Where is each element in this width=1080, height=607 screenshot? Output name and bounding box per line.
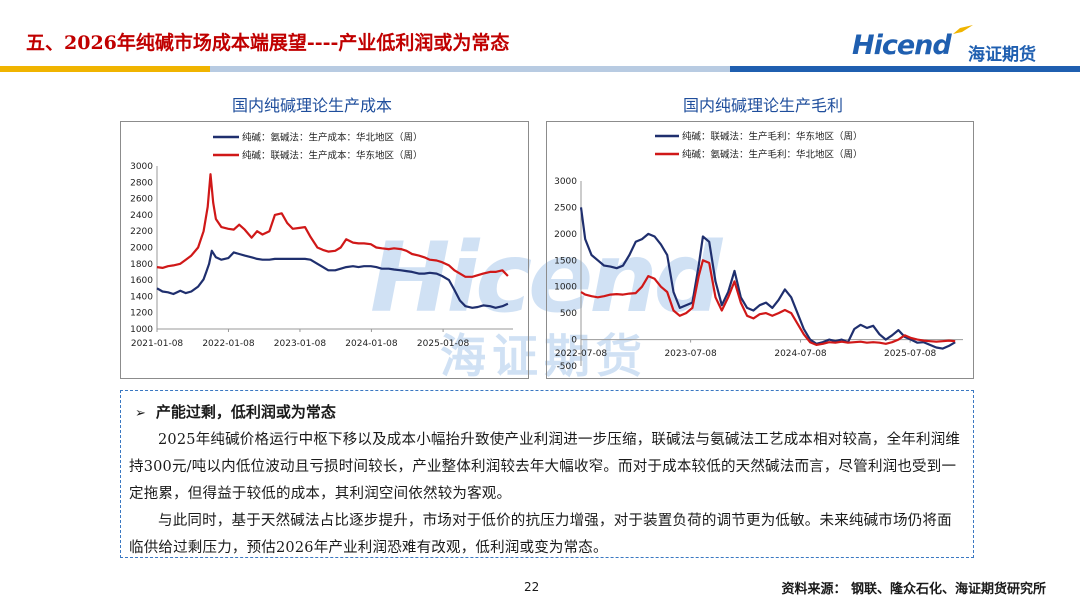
series-line-2 <box>580 259 956 346</box>
legend-label-2: 纯碱：氨碱法：生产毛利：华北地区（周） <box>682 149 863 161</box>
y-tick-label: 2600 <box>130 195 153 205</box>
legend-label-1: 纯碱：氨碱法：生产成本：华北地区（周） <box>242 132 423 144</box>
y-tick-label: 3000 <box>130 162 153 172</box>
y-tick-label: 2200 <box>130 227 153 237</box>
y-tick-label: 0 <box>571 336 577 346</box>
header-bar-yellow <box>0 66 210 72</box>
y-tick-label: 1600 <box>130 276 153 286</box>
x-tick-label: 2021-01-08 <box>131 339 184 349</box>
y-tick-label: 500 <box>560 309 577 319</box>
x-tick-label: 2025-07-08 <box>884 349 937 359</box>
chart-title-cost: 国内纯碱理论生产成本 <box>232 96 393 115</box>
logo-chinese-name: 海证期货 <box>968 45 1036 65</box>
x-tick-label: 2022-07-08 <box>555 349 608 359</box>
company-logo: Hicend 海证期货 <box>852 25 1052 68</box>
y-tick-label: 1000 <box>554 283 577 293</box>
header-bar-light <box>210 66 730 72</box>
x-tick-label: 2025-01-08 <box>417 339 470 349</box>
margin-line-chart: -500 0 500 1000 1500 2000 2500 3000 2022-07-08 20… <box>554 131 963 372</box>
y-tick-label: -500 <box>557 362 578 372</box>
page-title: 五、2026年纯碱市场成本端展望----产业低利润或为常态 <box>26 32 510 54</box>
bullet-arrow-icon: ➢ <box>135 406 146 421</box>
legend-label-1: 纯碱：联碱法：生产毛利：华东地区（周） <box>682 131 863 143</box>
source-note: 资料来源： 钢联、隆众石化、海证期货研究所 <box>781 582 1046 597</box>
chart-title-margin: 国内纯碱理论生产毛利 <box>683 96 844 115</box>
series-line-2 <box>156 173 509 278</box>
legend-label-2: 纯碱：联碱法：生产成本：华东地区（周） <box>242 150 423 162</box>
y-tick-label: 2000 <box>554 230 577 240</box>
x-tick-label: 2023-07-08 <box>664 349 717 359</box>
x-tick-label: 2024-01-08 <box>345 339 398 349</box>
y-tick-label: 1500 <box>554 256 577 266</box>
series-line-1 <box>579 207 956 350</box>
y-tick-label: 2800 <box>130 178 153 188</box>
y-tick-label: 1000 <box>130 325 153 335</box>
chart-frame-cost: 1000 1200 1400 1600 1800 2000 2200 2400 2600 2800… <box>120 121 529 379</box>
header-bar-blue <box>730 66 1080 72</box>
y-tick-label: 1800 <box>130 260 153 270</box>
y-tick-label: 2500 <box>554 203 577 213</box>
series-line-1 <box>156 249 509 309</box>
y-tick-label: 2400 <box>130 211 153 221</box>
logo-wordmark: Hicend <box>852 30 952 61</box>
commentary-heading-text: 产能过剩，低利润或为常态 <box>155 403 336 421</box>
y-tick-label: 2000 <box>130 244 153 254</box>
y-tick-label: 1200 <box>130 309 153 319</box>
commentary-paragraph-1: 2025年纯碱价格运行中枢下移以及成本小幅抬升致使产业利润进一步压缩，联碱法与氨… <box>129 432 961 502</box>
y-tick-label: 3000 <box>554 177 577 187</box>
x-tick-label: 2023-01-08 <box>274 339 327 349</box>
x-tick-label: 2022-01-08 <box>202 339 255 349</box>
y-tick-label: 1400 <box>130 292 153 302</box>
page-number: 22 <box>524 580 540 594</box>
x-tick-label: 2024-07-08 <box>774 349 827 359</box>
commentary-box: ➢ 产能过剩，低利润或为常态 2025年纯碱价格运行中枢下移以及成本小幅抬升致使产… <box>120 390 974 558</box>
commentary-heading: ➢ 产能过剩，低利润或为常态 <box>135 401 336 422</box>
commentary-paragraph-2: 与此同时，基于天然碱法占比逐步提升，市场对于低价的抗压力增强，对于装置负荷的调节… <box>129 513 952 556</box>
chart-frame-margin: -500 0 500 1000 1500 2000 2500 3000 2022-07-08 20… <box>546 121 974 379</box>
logo-swoosh-icon <box>953 25 973 34</box>
cost-line-chart: 1000 1200 1400 1600 1800 2000 2200 2400 2600 2800… <box>130 132 513 349</box>
